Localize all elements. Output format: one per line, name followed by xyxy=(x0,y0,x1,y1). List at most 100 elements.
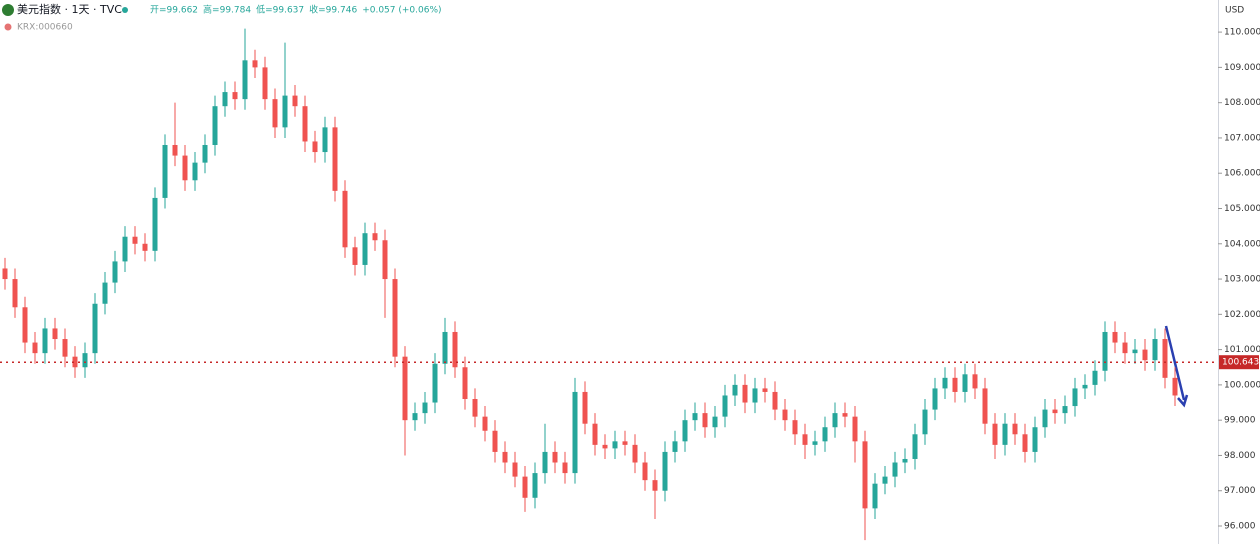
candle-body xyxy=(292,95,298,107)
candle-body xyxy=(722,395,728,417)
ohlc-legend: 收=99.746 xyxy=(309,4,357,16)
candle-body xyxy=(992,423,998,445)
candle-body xyxy=(702,413,708,428)
candle-body xyxy=(592,423,598,445)
candle-body xyxy=(712,416,718,428)
candle-body xyxy=(42,328,48,354)
candle-body xyxy=(662,451,668,491)
candle-body xyxy=(802,434,808,445)
candle-body xyxy=(2,268,8,280)
candle-body xyxy=(242,60,248,100)
candle-body xyxy=(1132,349,1138,354)
candle-body xyxy=(262,67,268,100)
candle-body xyxy=(672,441,678,452)
ohlc-legend: 开=99.662 xyxy=(150,5,198,16)
currency[interactable]: USD xyxy=(1225,6,1244,16)
candle-body xyxy=(912,434,918,459)
candle-body xyxy=(1162,339,1168,378)
candle-body xyxy=(142,243,148,251)
candle-body xyxy=(942,377,948,389)
candle-body xyxy=(632,444,638,463)
candle-body xyxy=(342,190,348,248)
candle-body xyxy=(552,451,558,463)
ohlc-legend: +0.057 (+0.06%) xyxy=(362,6,441,16)
candle-body xyxy=(512,462,518,477)
candle-body xyxy=(462,367,468,400)
candle-body xyxy=(872,483,878,509)
candle-body xyxy=(762,388,768,392)
candle-body xyxy=(622,441,628,445)
y-tick-label: 109.000 xyxy=(1224,63,1260,73)
y-tick-label: 103.000 xyxy=(1224,275,1260,285)
symbol-icon xyxy=(2,4,14,16)
candle-body xyxy=(402,356,408,421)
candle-body xyxy=(812,441,818,445)
candle-body xyxy=(922,409,928,435)
candle-body xyxy=(972,374,978,389)
candle-body xyxy=(532,473,538,498)
candle-body xyxy=(1172,377,1178,396)
annotation-arrow xyxy=(1164,325,1189,408)
candle-body xyxy=(902,458,908,463)
candle-body xyxy=(932,388,938,410)
candle-body xyxy=(482,416,488,431)
last-price-badge xyxy=(1219,355,1259,370)
candle-body xyxy=(1102,331,1108,371)
candle-body xyxy=(312,141,318,153)
candle-body xyxy=(692,413,698,421)
y-tick-label: 101.000 xyxy=(1224,345,1260,355)
candle-body xyxy=(232,92,238,100)
candle-body xyxy=(82,353,88,368)
candle-body xyxy=(332,127,338,191)
candle-body xyxy=(742,384,748,403)
candle-body xyxy=(842,413,848,417)
candle-body xyxy=(962,374,968,392)
candle-body xyxy=(252,60,258,68)
candle-body xyxy=(522,476,528,498)
candle-body xyxy=(642,462,648,481)
candle-body xyxy=(212,106,218,145)
candle-body xyxy=(1002,423,1008,445)
last-price-label: 100.643 xyxy=(1222,358,1259,368)
y-tick-label: 100.000 xyxy=(1224,380,1260,390)
candle-body xyxy=(832,413,838,428)
y-tick-label: 106.000 xyxy=(1224,169,1260,179)
candle-body xyxy=(62,339,68,357)
candle-body xyxy=(102,282,108,304)
y-tick-label: 102.000 xyxy=(1224,310,1260,320)
candle-body xyxy=(322,127,328,153)
candle-body xyxy=(1142,349,1148,361)
candle-body xyxy=(582,391,588,424)
status-dot xyxy=(122,7,128,13)
candle-body xyxy=(572,391,578,474)
candle-body xyxy=(1092,370,1098,385)
subtitle: KRX:000660 xyxy=(17,23,73,33)
candle-body xyxy=(362,233,368,265)
candle-body xyxy=(192,162,198,181)
candle-body xyxy=(12,279,18,308)
candle-body xyxy=(92,303,98,354)
candle-body xyxy=(602,444,608,449)
candle-body xyxy=(422,402,428,414)
candle-body xyxy=(862,441,868,509)
candle-body xyxy=(392,279,398,357)
y-tick-label: 99.000 xyxy=(1224,416,1256,426)
chart-title: 美元指数 · 1天 · TVC xyxy=(17,2,122,16)
candle-body xyxy=(1082,384,1088,389)
candle-body xyxy=(352,247,358,265)
candle-body xyxy=(412,413,418,421)
candle-body xyxy=(32,342,38,354)
candle-body xyxy=(302,106,308,142)
candle-body xyxy=(272,99,278,128)
candle-body xyxy=(472,399,478,417)
y-tick-label: 97.000 xyxy=(1224,486,1256,496)
candle-body xyxy=(132,236,138,244)
y-tick-label: 107.000 xyxy=(1224,133,1260,143)
candle-body xyxy=(542,451,548,474)
candle-body xyxy=(72,356,78,368)
candle-body xyxy=(372,233,378,241)
candle-body xyxy=(892,462,898,477)
ohlc-legend: 低=99.637 xyxy=(256,4,304,16)
candle-body xyxy=(1152,339,1158,361)
